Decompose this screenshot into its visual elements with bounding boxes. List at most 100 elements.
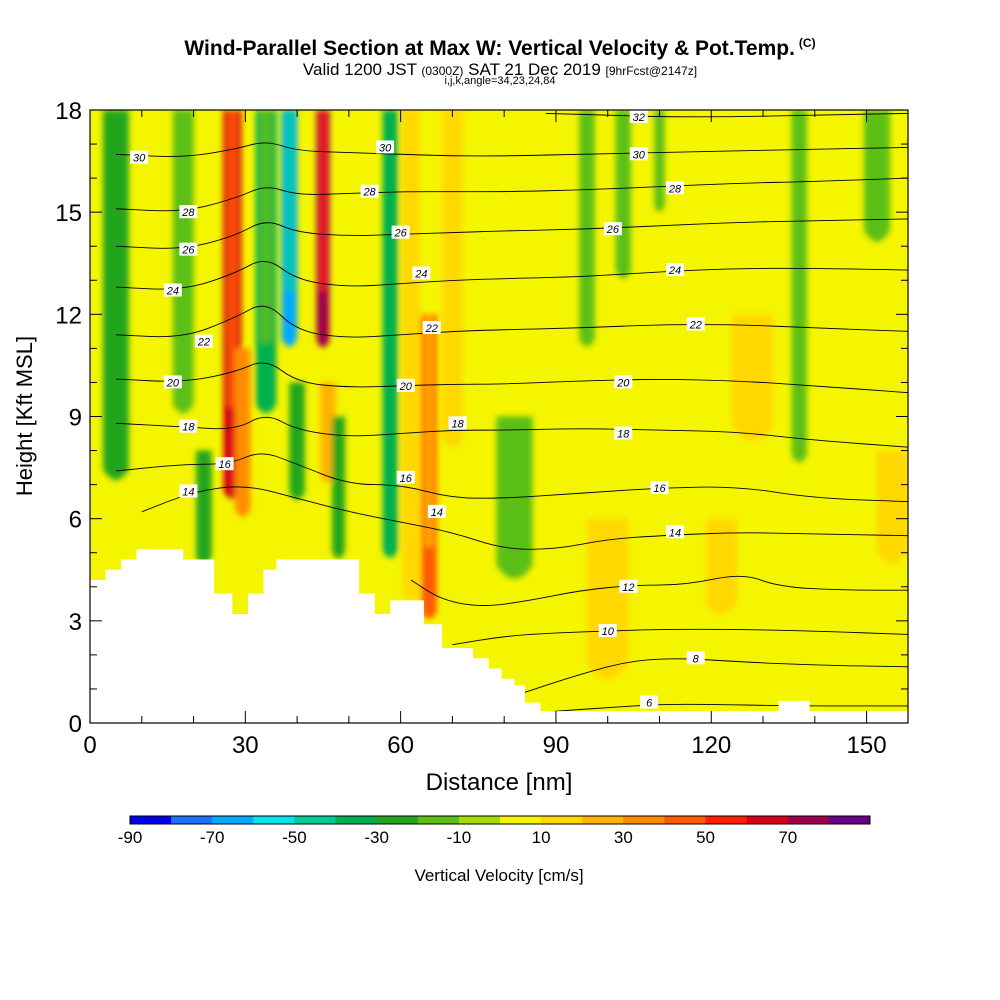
colorbar-swatch [787,816,830,824]
velocity-cell [654,110,665,213]
colorbar-swatch [582,816,624,824]
contour-label: 30 [629,147,648,161]
contour-label-bg [179,484,198,498]
contour-label: 16 [396,470,415,485]
contour-label-text: 22 [197,337,210,349]
velocity-cell-core [227,110,237,408]
contour-label-text: 20 [616,377,630,389]
terrain-mask [90,549,908,723]
contour-label-text: 28 [362,187,376,199]
theta-contour-12 [410,575,908,606]
title-text: Wind-Parallel Section at Max W: Vertical… [184,37,795,60]
velocity-cells [102,110,908,680]
terrain [90,549,908,723]
contour-label-text: 18 [451,418,464,430]
contour-label: 28 [360,184,379,199]
contour-label: 28 [179,205,198,219]
contour-label-text: 10 [602,626,615,638]
contour-label: 20 [163,375,182,389]
colorbar-tick-label: 10 [532,828,551,847]
colorbar-swatch [376,816,419,824]
x-tick-label: 120 [691,732,731,759]
velocity-cell [332,416,345,559]
theta-contour-24 [115,260,908,290]
velocity-cell [289,382,305,500]
x-tick-label: 60 [387,732,414,759]
x-tick-label: 150 [847,732,887,759]
contour-label: 24 [412,266,431,280]
contour-label-text: 32 [633,112,645,124]
contour-label: 8 [686,651,705,665]
contour-label-text: 16 [653,483,666,495]
contour-label-text: 28 [181,207,195,219]
contour-label-bg [650,481,669,495]
contour-label-text: 28 [668,183,682,195]
contour-label-text: 14 [669,527,681,539]
contour-label-bg [629,109,648,123]
theta-contour-28 [115,177,908,212]
contour-label: 22 [686,317,705,332]
contour-label-bg [666,263,685,277]
y-tick-label: 0 [69,711,82,738]
colorbar-swatch [335,816,378,824]
colorbar-swatch [294,816,337,824]
contour-label: 32 [629,109,648,124]
chart-title: Wind-Parallel Section at Max W: Vertical… [0,36,1000,61]
colorbar-label: Vertical Velocity [cm/s] [414,866,583,885]
contour-label-bg [427,504,446,518]
y-tick-label: 3 [69,609,82,636]
velocity-cell [172,110,194,414]
colorbar-swatch [212,816,254,824]
theta-contour-10 [452,628,908,646]
forecast-info: [9hrFcst@2147z] [605,64,698,78]
contour-label-bg [640,695,659,709]
colorbar-swatch [541,816,583,824]
contour-label-bg [396,470,415,484]
colorbar-tick-label: 50 [696,828,715,847]
contour-label-bg [666,525,685,539]
axes: 0 30 60 90 120 150 0 3 6 9 12 15 18 [55,98,908,759]
y-tick-label: 12 [55,302,82,329]
colorbar-swatch [623,816,665,824]
contour-label-bg [163,375,182,389]
contour-label-bg [619,579,638,593]
contour-label-bg [666,181,685,195]
velocity-cell [234,348,251,518]
colorbar-tick-label: 30 [614,828,633,847]
contour-label-text: 26 [606,224,620,236]
contour-label: 14 [427,504,446,519]
contour-label: 22 [194,334,213,349]
contour-label-bg [422,320,441,334]
contour-label-bg [391,225,410,239]
y-tick-label: 15 [55,200,82,227]
contour-label: 12 [619,579,638,594]
colorbar-tick-label: -70 [200,828,225,847]
velocity-cell [706,518,738,615]
colorbar-tick-label: -90 [118,828,143,847]
contour-label-text: 24 [166,285,179,297]
contour-label-bg [179,419,198,433]
contour-label: 16 [215,457,234,471]
x-tick-label: 0 [83,732,96,759]
valid-time-line: Valid 1200 JST (0300Z) SAT 21 Dec 2019 [… [0,60,1000,80]
contour-label-text: 14 [182,486,194,498]
contour-label-text: 22 [425,323,438,335]
velocity-cell [863,110,890,242]
contour-label-bg [629,147,648,161]
contour-label-text: 12 [622,582,634,594]
theta-contour-32 [545,112,908,118]
colorbar-swatch [705,816,748,824]
velocity-cell [615,110,632,279]
contour-label: 16 [650,481,669,495]
valid-date: SAT 21 Dec 2019 [468,60,601,79]
colorbar: -90 -70 -50 -30 -10 10 30 50 70 [118,815,871,847]
velocity-cell-core [260,110,272,344]
title-unit: (C) [798,36,816,50]
contour-label-bg [614,375,633,389]
contour-label: 14 [179,484,198,498]
contour-label-bg [614,426,633,440]
contour-label: 18 [614,426,633,441]
contour-label-bg [448,416,467,430]
x-axis-label: Distance [nm] [426,769,573,796]
